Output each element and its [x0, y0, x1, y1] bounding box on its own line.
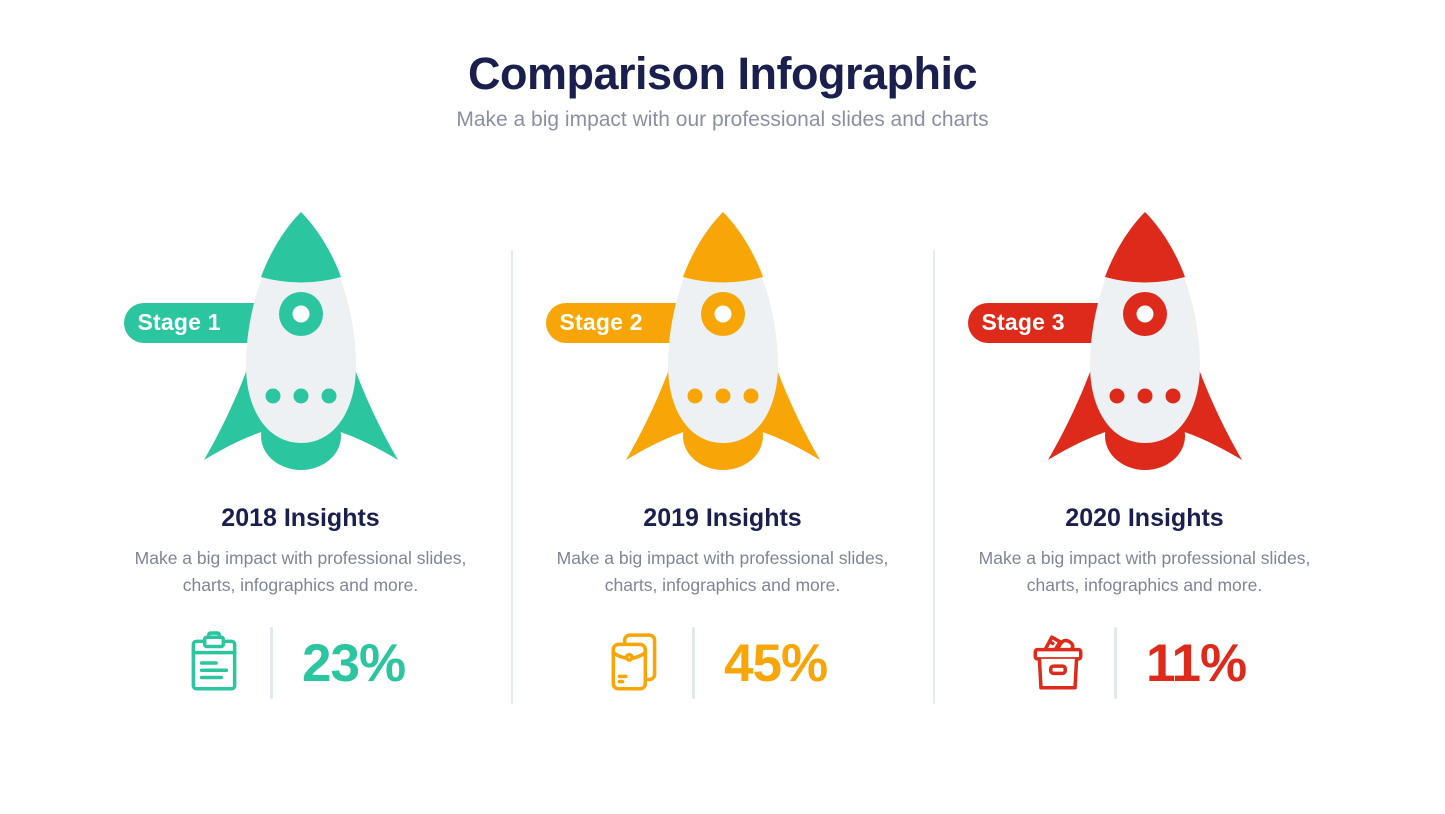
clipboard-icon	[191, 631, 237, 691]
stage-column-1: Stage 1 2018 Insights Make a big impact …	[91, 210, 511, 699]
percentage-value: 11%	[1146, 633, 1247, 693]
page-subtitle: Make a big impact with our professional …	[456, 107, 989, 131]
column-divider	[932, 249, 935, 704]
stage-column-3: Stage 3 2020 Insights Make a big impact …	[935, 210, 1355, 699]
rocket-icon	[625, 211, 820, 470]
column-description: Make a big impact with professional slid…	[134, 547, 467, 595]
stage-column-2: Stage 2 2019 Insights Make a big impact …	[513, 210, 933, 699]
column-description: Make a big impact with professional slid…	[556, 547, 889, 595]
column-divider	[510, 249, 513, 704]
stat-divider	[692, 627, 695, 699]
slide-header: Comparison Infographic Make a big impact…	[0, 0, 1445, 132]
comparison-columns: Stage 1 2018 Insights Make a big impact …	[0, 210, 1445, 704]
archive-box-icon	[1033, 635, 1083, 690]
rocket-area: Stage 1	[91, 210, 511, 472]
stat-row: 23%	[91, 627, 511, 699]
percentage-value: 45%	[724, 633, 828, 693]
column-description: Make a big impact with professional slid…	[978, 547, 1311, 595]
stat-row: 45%	[513, 627, 933, 699]
stage-badge-label: Stage 3	[981, 309, 1065, 336]
stat-divider	[1114, 627, 1117, 699]
year-title: 2019 Insights	[643, 503, 802, 532]
rocket-icon	[1047, 211, 1242, 470]
stat-row: 11%	[935, 627, 1355, 699]
page-title: Comparison Infographic	[467, 48, 978, 99]
envelope-icon	[611, 633, 657, 691]
percentage-value: 23%	[302, 633, 406, 693]
year-title: 2018 Insights	[221, 503, 380, 532]
stage-badge-label: Stage 2	[559, 309, 643, 336]
rocket-area: Stage 3	[935, 210, 1355, 472]
rocket-area: Stage 2	[513, 210, 933, 472]
stat-divider	[270, 627, 273, 699]
stage-badge-label: Stage 1	[137, 309, 221, 336]
rocket-icon	[203, 211, 398, 470]
year-title: 2020 Insights	[1065, 503, 1224, 532]
